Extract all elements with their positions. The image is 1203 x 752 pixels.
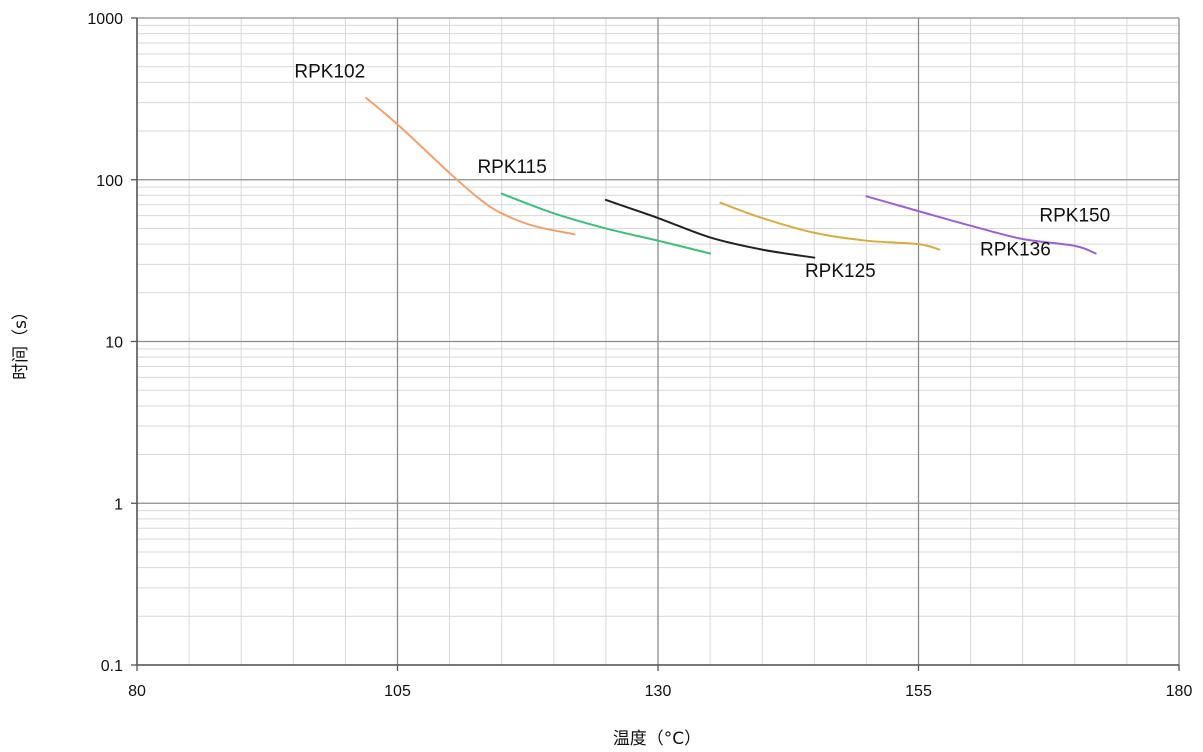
series-label-rpk136: RPK136 bbox=[980, 240, 1051, 261]
series-line-rpk115 bbox=[500, 192, 712, 255]
y-tick-label: 1 bbox=[114, 496, 123, 513]
series-label-rpk150: RPK150 bbox=[1039, 206, 1110, 227]
series-label-rpk102: RPK102 bbox=[294, 61, 365, 82]
y-tick-label: 10 bbox=[105, 335, 123, 352]
x-tick-label: 130 bbox=[645, 683, 672, 700]
y-axis-label: 时间（s） bbox=[11, 303, 31, 380]
y-tick-label: 100 bbox=[96, 173, 123, 190]
x-tick-label: 180 bbox=[1166, 683, 1193, 700]
x-tick-label: 155 bbox=[905, 683, 932, 700]
tick-label-layer: 80 105 130 155 180 0.1 1 10 100 1000 bbox=[87, 11, 1192, 700]
y-tick-label: 1000 bbox=[87, 11, 123, 28]
series-label-rpk115: RPK115 bbox=[477, 157, 546, 178]
x-tick-label: 105 bbox=[384, 683, 411, 700]
x-tick-label: 80 bbox=[128, 683, 146, 700]
x-axis-label: 温度（°C） bbox=[613, 729, 701, 749]
series-label-rpk125: RPK125 bbox=[805, 261, 876, 282]
series-line-rpk136 bbox=[719, 201, 941, 251]
series-layer bbox=[365, 97, 1097, 259]
axes bbox=[131, 17, 1180, 671]
series-line-rpk102 bbox=[365, 97, 576, 236]
series-line-rpk125 bbox=[604, 198, 816, 259]
annotation-layer: RPK102 RPK115 RPK125 RPK136 RPK150 bbox=[294, 61, 1110, 282]
series-line-rpk150 bbox=[865, 195, 1097, 255]
y-tick-label: 0.1 bbox=[101, 658, 123, 675]
